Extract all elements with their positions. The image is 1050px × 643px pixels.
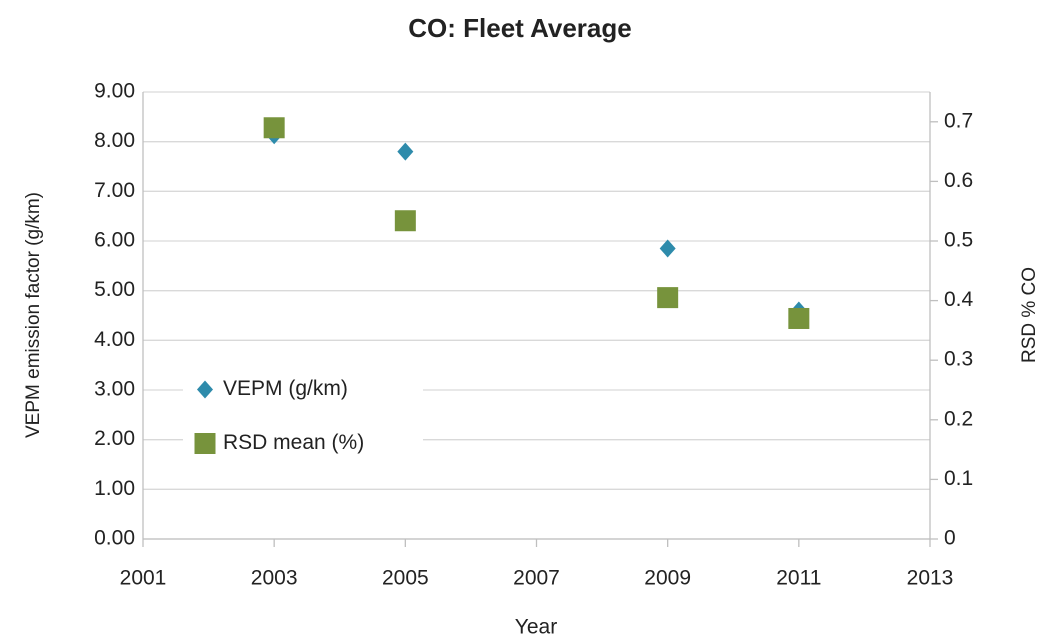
legend-label: VEPM (g/km) [223, 377, 348, 400]
y2-tick-label: 0.1 [944, 467, 973, 490]
y-tick-label: 0.00 [94, 527, 135, 550]
x-tick-label: 2003 [251, 567, 298, 590]
point [788, 307, 810, 329]
y-tick-label: 8.00 [94, 129, 135, 152]
y2-tick-label: 0.3 [944, 348, 973, 371]
point [657, 287, 679, 309]
point [394, 210, 416, 232]
chart-title: CO: Fleet Average [408, 13, 631, 43]
point [397, 142, 414, 161]
legend-box [183, 355, 423, 471]
y2-tick-label: 0 [944, 527, 956, 550]
x-tick-label: 2011 [776, 567, 821, 590]
x-tick-label: 2001 [120, 567, 167, 590]
y2-tick-label: 0.5 [944, 229, 973, 252]
legend-label: RSD mean (%) [223, 431, 364, 454]
legend-marker [197, 380, 213, 399]
y-tick-label: 4.00 [94, 328, 135, 351]
point [263, 117, 285, 139]
y-tick-label: 7.00 [94, 179, 135, 202]
y-tick-label: 1.00 [94, 477, 135, 500]
y2-tick-label: 0.6 [944, 169, 973, 192]
y-axis-label: VEPM emission factor (g/km) [23, 192, 44, 438]
x-tick-label: 2007 [513, 567, 560, 590]
x-tick-label: 2005 [382, 567, 429, 590]
y2-tick-label: 0.7 [944, 109, 973, 132]
x-tick-label: 2009 [644, 567, 691, 590]
x-axis-label: Year [515, 616, 557, 639]
x-tick-label: 2013 [907, 567, 954, 590]
y2-axis-label: RSD % CO [1019, 267, 1040, 363]
y2-tick-label: 0.4 [944, 288, 974, 311]
y2-tick-label: 0.2 [944, 407, 973, 430]
y-tick-label: 3.00 [94, 378, 135, 401]
y-tick-label: 9.00 [94, 80, 135, 103]
point [659, 239, 676, 258]
y-tick-label: 5.00 [94, 278, 135, 301]
y-tick-label: 6.00 [94, 229, 135, 252]
legend-marker [194, 433, 216, 454]
y-tick-label: 2.00 [94, 427, 135, 450]
